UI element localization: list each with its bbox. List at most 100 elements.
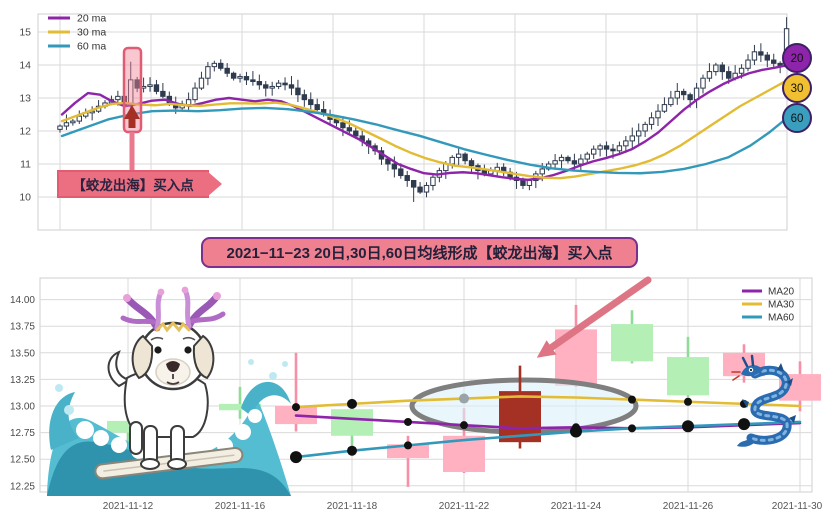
candle-body	[417, 186, 423, 193]
candle-body	[423, 184, 430, 193]
candle-body	[282, 82, 288, 86]
ma-end-badge	[782, 103, 812, 133]
candle-body-2021-11-19	[387, 444, 429, 459]
candle-body	[57, 125, 63, 130]
ma-marker-dot	[290, 451, 302, 464]
dragon-art	[731, 354, 796, 447]
candle-body	[642, 123, 648, 132]
candle-body	[391, 163, 398, 170]
y-axis-tick-label: 15	[19, 27, 31, 39]
candle-body	[288, 84, 295, 89]
bottom-legend: MA20 MA30 MA60	[742, 287, 795, 324]
candle-body	[661, 104, 668, 112]
y-axis-tick-label: 13.75	[10, 322, 35, 333]
candle-body	[462, 153, 468, 162]
candle-body	[70, 120, 76, 124]
ma-marker-dot	[460, 421, 468, 430]
candle-body	[308, 99, 314, 106]
candle-body	[603, 145, 610, 150]
ma-marker-dot	[404, 441, 412, 450]
candle-body-2021-11-26	[667, 357, 709, 396]
candle-body	[597, 145, 603, 150]
candle-body	[745, 59, 751, 69]
ma-marker-dot	[628, 395, 636, 404]
candle-body	[455, 153, 462, 158]
x-axis-tick-label: 2021-11-18	[327, 501, 378, 512]
candle-body	[552, 160, 558, 165]
ma-end-badge-label: 20	[791, 53, 804, 65]
candle-body	[700, 77, 706, 89]
candle-body	[764, 54, 770, 61]
candle-body	[616, 145, 623, 152]
candle-body	[134, 79, 140, 89]
candle-body	[629, 135, 635, 142]
candle-body	[719, 64, 725, 73]
legend-label: MA20	[768, 287, 795, 298]
buy-point-text: 【蛟龙出海】买入点	[72, 178, 194, 193]
y-axis-tick-label: 13.50	[10, 348, 35, 359]
y-axis-tick-label: 12	[19, 126, 31, 138]
candle-body	[674, 90, 680, 99]
ma-marker-dot	[459, 393, 469, 404]
candle-body	[385, 158, 391, 165]
candle-body	[63, 122, 70, 127]
ma-end-badge-label: 60	[791, 113, 804, 125]
candle-body	[578, 158, 584, 165]
candle-body	[211, 62, 218, 68]
arrow-head	[536, 340, 557, 358]
ma-marker-dot	[570, 425, 582, 438]
candle-body	[706, 71, 713, 79]
candle-body	[263, 84, 269, 89]
candle-body	[295, 87, 301, 96]
pattern-annotation-box: 2021−11−23 20日,30日,60日均线形成【蛟龙出海】买入点	[201, 237, 638, 268]
legend-label: MA30	[768, 300, 795, 311]
y-axis-tick-label: 10	[19, 192, 31, 204]
top-ma30-line	[60, 78, 790, 180]
x-axis-tick-label: 2021-11-22	[439, 501, 490, 512]
ma-end-badge	[782, 43, 812, 73]
candle-body	[205, 66, 211, 79]
candle-body	[147, 84, 153, 87]
candle-body	[558, 156, 565, 162]
candle-body	[468, 160, 475, 167]
candle-body	[430, 176, 436, 186]
candle-body	[256, 81, 263, 86]
y-axis-tick-label: 14	[19, 60, 31, 72]
candle-body	[681, 90, 687, 96]
candle-body	[751, 51, 758, 61]
candle-body	[623, 140, 629, 147]
x-axis-tick-label: 2021-11-24	[551, 501, 602, 512]
candle-body-2021-11-12	[107, 420, 149, 433]
candle-body	[668, 97, 674, 106]
bottom-ma60-line	[294, 420, 802, 459]
candle-body	[771, 59, 777, 64]
y-axis-tick-label: 13	[19, 93, 31, 105]
y-axis-tick-label: 12.25	[10, 481, 35, 492]
candle-body	[353, 130, 359, 137]
antlers-art	[120, 286, 226, 333]
candle-body	[590, 148, 597, 155]
top-legend: 20 ma 30 ma 60 ma	[48, 13, 106, 53]
ma-marker-dot	[684, 397, 692, 406]
candle-body	[198, 77, 205, 89]
buy-point-arrow-tip	[207, 171, 222, 197]
candle-body	[243, 76, 250, 81]
top-ma60-line	[60, 106, 790, 175]
x-axis-tick-label: 2021-11-30	[772, 501, 823, 512]
arrow-shaft	[541, 276, 652, 356]
candle-body-2021-11-25	[611, 324, 653, 362]
ma-marker-dot	[404, 417, 412, 426]
candle-body	[160, 90, 166, 97]
legend-label: MA60	[768, 313, 795, 324]
top-candles	[57, 17, 790, 202]
y-axis-tick-label: 12.75	[10, 428, 35, 439]
ma-end-badge-label: 30	[791, 83, 804, 95]
candle-body	[192, 87, 198, 101]
candle-body	[115, 95, 121, 101]
candle-body	[185, 99, 192, 106]
legend-label: 30 ma	[77, 27, 106, 39]
legend-label: 20 ma	[77, 13, 106, 25]
candle-body	[655, 110, 661, 119]
ma-marker-dot	[738, 418, 750, 431]
candle-body	[275, 82, 282, 87]
